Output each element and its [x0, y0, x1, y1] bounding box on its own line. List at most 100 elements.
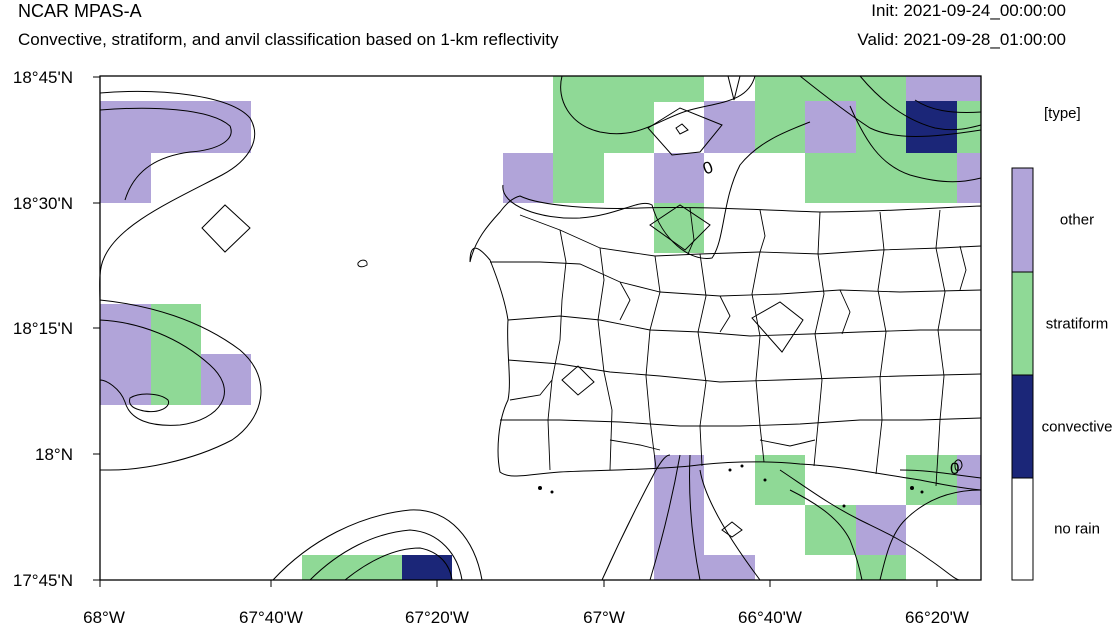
lon-label: 67°W — [583, 608, 625, 627]
legend-label-convective: convective — [1041, 418, 1113, 436]
reflectivity-contours — [99, 75, 982, 581]
contour-label: 0 — [950, 459, 959, 478]
contour-line — [899, 469, 982, 479]
contour-line — [561, 365, 595, 396]
islet — [763, 478, 767, 482]
cell-stratiform — [805, 153, 957, 203]
cell-stratiform — [805, 505, 856, 555]
island-outline — [469, 195, 982, 491]
colorbar-frame — [1011, 167, 1034, 581]
contour-line — [859, 75, 982, 131]
lat-label: 18°45'N — [12, 68, 73, 87]
cell-stratiform — [302, 555, 402, 580]
lon-label: 68°W — [83, 608, 125, 627]
lat-label: 17°45'N — [12, 571, 73, 590]
cell-stratiform — [553, 101, 604, 153]
cell-other — [704, 555, 755, 580]
contour-line — [789, 489, 863, 581]
contour-line — [879, 489, 982, 581]
legend-unit: [type] — [1044, 105, 1081, 122]
colorbar-no-rain — [1012, 478, 1033, 580]
islet — [538, 486, 542, 490]
colorbar — [1011, 167, 1034, 581]
contour-line — [751, 301, 804, 353]
cell-other — [957, 455, 981, 505]
contour-line — [699, 469, 761, 581]
islet — [550, 490, 554, 494]
contour-line — [99, 91, 256, 305]
cell-other — [100, 153, 151, 203]
islet — [728, 468, 732, 472]
legend-label-stratiform: stratiform — [1045, 315, 1109, 333]
contour-line — [849, 105, 982, 183]
contour-line — [649, 204, 711, 251]
lon-label: 67°20'W — [405, 608, 469, 627]
cell-other — [957, 153, 981, 203]
cell-stratiform — [906, 455, 957, 505]
colorbar-other — [1012, 168, 1033, 272]
contour-line — [560, 75, 756, 135]
lon-label: 66°40'W — [738, 608, 802, 627]
cell-other — [654, 153, 704, 203]
contour-line — [727, 75, 741, 101]
contour-line — [502, 121, 811, 259]
islet — [842, 504, 846, 508]
contour-line — [272, 509, 483, 581]
coastal-islets — [538, 464, 924, 508]
coastline — [469, 195, 982, 491]
cell-stratiform — [604, 101, 654, 153]
contour-line — [914, 99, 982, 113]
cell-other — [503, 153, 553, 203]
contour-line — [357, 259, 368, 268]
lat-label: 18°N — [35, 445, 73, 464]
contour-line — [779, 469, 961, 581]
lon-label: 66°20'W — [905, 608, 969, 627]
cell-convective — [402, 555, 452, 580]
colorbar-stratiform — [1012, 272, 1033, 375]
contour-line — [649, 454, 681, 581]
legend-label-other: other — [1059, 211, 1095, 229]
contour-line — [99, 299, 262, 471]
cell-stratiform — [553, 153, 604, 203]
colorbar-convective — [1012, 375, 1033, 478]
contour-line — [675, 123, 689, 135]
cell-stratiform — [957, 101, 981, 153]
cell-other — [201, 354, 251, 405]
cell-stratiform — [151, 304, 201, 405]
cell-stratiform — [553, 76, 704, 102]
contour-line — [799, 75, 982, 137]
axis-ticks — [93, 76, 938, 587]
page-subtitle: Convective, stratiform, and anvil classi… — [18, 30, 559, 49]
init-time: Init: 2021-09-24_00:00:00 — [871, 1, 1066, 20]
contour-line — [344, 547, 453, 581]
cell-other — [100, 304, 151, 405]
municipality-boundaries — [490, 207, 982, 487]
contour-line — [99, 319, 225, 426]
cell-other — [654, 455, 704, 580]
contour-line — [647, 107, 723, 156]
valid-time: Valid: 2021-09-28_01:00:00 — [857, 30, 1066, 49]
contour-line — [129, 393, 170, 413]
contour-line — [721, 521, 743, 538]
contour-line — [201, 204, 251, 253]
cell-other — [906, 76, 981, 102]
lon-label: 67°40'W — [239, 608, 303, 627]
islet — [920, 490, 924, 494]
contour-line — [99, 107, 232, 201]
lat-label: 18°30'N — [12, 194, 73, 213]
contour-line — [601, 454, 671, 581]
contour-line — [954, 459, 963, 471]
lat-label: 18°15'N — [12, 319, 73, 338]
cell-stratiform — [755, 76, 906, 102]
cell-stratiform — [856, 101, 906, 153]
cell-other — [805, 101, 856, 153]
cell-other — [704, 101, 755, 153]
classification-cells — [100, 76, 981, 580]
islet — [740, 464, 744, 468]
page-title: NCAR MPAS-A — [18, 1, 142, 21]
islet — [910, 486, 914, 490]
legend-label-no-rain: no rain — [1054, 520, 1100, 538]
contour-line — [688, 454, 701, 581]
contour-line — [309, 529, 463, 581]
